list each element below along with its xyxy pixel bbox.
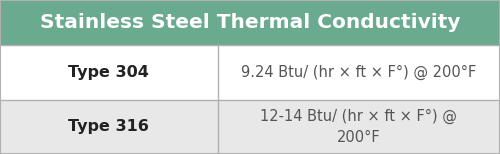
Bar — [0, 100, 500, 154]
Text: Type 304: Type 304 — [68, 65, 149, 80]
Bar — [0, 0, 500, 45]
Text: Stainless Steel Thermal Conductivity: Stainless Steel Thermal Conductivity — [40, 13, 460, 32]
Text: Type 316: Type 316 — [68, 119, 149, 134]
Text: 12-14 Btu/ (hr × ft × F°) @
200°F: 12-14 Btu/ (hr × ft × F°) @ 200°F — [260, 109, 457, 145]
Bar — [0, 45, 500, 100]
Text: 9.24 Btu/ (hr × ft × F°) @ 200°F: 9.24 Btu/ (hr × ft × F°) @ 200°F — [241, 65, 476, 80]
